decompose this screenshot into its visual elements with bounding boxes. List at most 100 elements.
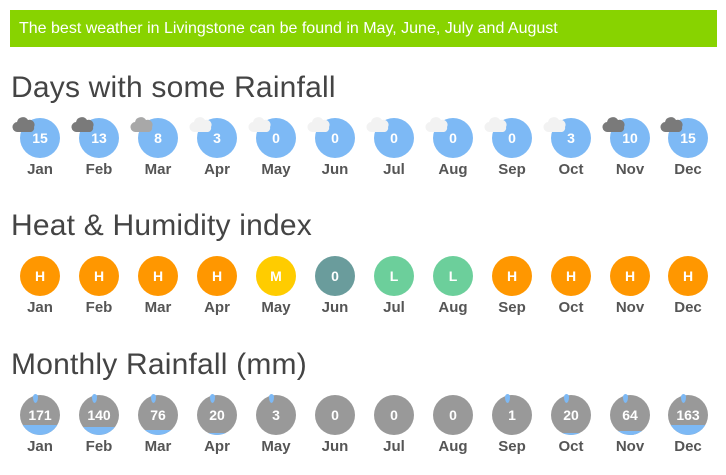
raindrop-icon bbox=[210, 394, 215, 403]
rain-level-fill bbox=[197, 433, 237, 435]
heat-index-circle: H bbox=[20, 256, 60, 296]
cloud-icon bbox=[130, 115, 154, 133]
value-label: 64 bbox=[622, 407, 638, 423]
month-item: 0 Jul bbox=[369, 395, 419, 459]
month-item: 1 Sep bbox=[487, 394, 537, 459]
value-label: H bbox=[682, 268, 694, 284]
value-label: 1 bbox=[508, 407, 516, 423]
value-label: 3 bbox=[567, 130, 575, 146]
month-item: H Jan bbox=[15, 256, 65, 320]
value-label: 15 bbox=[680, 130, 696, 146]
value-label: H bbox=[152, 268, 164, 284]
cloud-icon bbox=[366, 115, 390, 133]
month-label: Aug bbox=[438, 438, 468, 455]
cloud-icon bbox=[307, 115, 331, 133]
month-item: H Nov bbox=[605, 256, 655, 320]
rain-level-fill bbox=[20, 425, 60, 435]
month-label: Jun bbox=[321, 161, 349, 178]
rainfall-mm-circle: 0 bbox=[433, 395, 473, 435]
month-label: May bbox=[261, 299, 291, 316]
rain-level-fill bbox=[551, 433, 591, 435]
value-label: 163 bbox=[676, 407, 700, 423]
raindrop-icon bbox=[33, 394, 38, 403]
rainfall-mm-circle: 0 bbox=[374, 395, 414, 435]
heat-index-circle: H bbox=[492, 256, 532, 296]
value-label: 0 bbox=[449, 407, 457, 423]
value-label: 10 bbox=[622, 130, 638, 146]
value-label: 76 bbox=[150, 407, 166, 423]
month-item: 3 May bbox=[251, 394, 301, 459]
heat-index-circle: H bbox=[551, 256, 591, 296]
rainfall-mm-circle: 163 bbox=[668, 395, 708, 435]
raindrop-icon bbox=[92, 394, 97, 403]
value-label: H bbox=[624, 268, 636, 284]
rainfall-days-title: Days with some Rainfall bbox=[11, 71, 336, 104]
month-label: Feb bbox=[85, 438, 113, 455]
month-label: Oct bbox=[558, 299, 584, 316]
month-item: L Jul bbox=[369, 256, 419, 320]
value-label: L bbox=[448, 268, 458, 284]
month-label: Apr bbox=[204, 438, 230, 455]
value-label: 20 bbox=[563, 407, 579, 423]
rain-days-circle: 10 bbox=[610, 118, 650, 158]
cloud-icon bbox=[484, 115, 508, 133]
month-label: Apr bbox=[204, 161, 230, 178]
month-item: H Sep bbox=[487, 256, 537, 320]
month-label: Dec bbox=[674, 161, 702, 178]
rainfall-mm-circle: 76 bbox=[138, 395, 178, 435]
value-label: 140 bbox=[87, 407, 111, 423]
month-label: Apr bbox=[204, 299, 230, 316]
month-item: 163 Dec bbox=[663, 394, 713, 459]
month-item: 64 Nov bbox=[605, 394, 655, 459]
month-item: 20 Apr bbox=[192, 394, 242, 459]
cloud-icon bbox=[425, 115, 449, 133]
cloud-icon bbox=[660, 115, 684, 133]
monthly-rainfall-row: 171 Jan 140 Feb 76 Mar 20 Apr 3 May 0 Jun 0 Jul 0 Aug 1 S… bbox=[0, 394, 726, 459]
value-label: H bbox=[506, 268, 518, 284]
monthly-rainfall-title: Monthly Rainfall (mm) bbox=[11, 348, 307, 381]
heat-index-circle: H bbox=[610, 256, 650, 296]
month-label: Feb bbox=[85, 299, 113, 316]
month-item: 10 Nov bbox=[602, 115, 655, 182]
month-label: Oct bbox=[558, 438, 584, 455]
raindrop-icon bbox=[564, 394, 569, 403]
heat-index-circle: H bbox=[138, 256, 178, 296]
raindrop-icon bbox=[623, 394, 628, 403]
heat-index-circle: H bbox=[79, 256, 119, 296]
rain-level-fill bbox=[79, 427, 119, 435]
rain-level-fill bbox=[668, 425, 708, 435]
value-label: 0 bbox=[449, 130, 457, 146]
month-label: Sep bbox=[498, 299, 526, 316]
heat-index-circle: H bbox=[197, 256, 237, 296]
month-item: 20 Oct bbox=[546, 394, 596, 459]
raindrop-icon bbox=[151, 394, 156, 403]
heat-index-circle: 0 bbox=[315, 256, 355, 296]
rainfall-mm-circle: 140 bbox=[79, 395, 119, 435]
value-label: H bbox=[565, 268, 577, 284]
cloud-icon bbox=[602, 115, 626, 133]
month-item: 0 Aug bbox=[428, 395, 478, 459]
month-item: 0 Sep bbox=[484, 115, 537, 182]
value-label: 13 bbox=[91, 130, 107, 146]
month-item: H Dec bbox=[663, 256, 713, 320]
month-label: Dec bbox=[674, 438, 702, 455]
value-label: 0 bbox=[331, 407, 339, 423]
rain-level-fill bbox=[610, 431, 650, 435]
month-item: H Mar bbox=[133, 256, 183, 320]
value-label: 15 bbox=[32, 130, 48, 146]
rainfall-mm-circle: 20 bbox=[197, 395, 237, 435]
month-label: Sep bbox=[498, 438, 526, 455]
month-label: Jan bbox=[27, 161, 53, 178]
month-label: Jul bbox=[383, 161, 405, 178]
value-label: H bbox=[34, 268, 46, 284]
value-label: 171 bbox=[28, 407, 52, 423]
month-item: 15 Dec bbox=[660, 115, 713, 182]
month-item: 13 Feb bbox=[71, 117, 124, 182]
value-label: H bbox=[211, 268, 223, 284]
value-label: 8 bbox=[154, 130, 162, 146]
rainfall-mm-circle: 171 bbox=[20, 395, 60, 435]
month-item: 8 Mar bbox=[130, 115, 183, 182]
month-label: Mar bbox=[144, 438, 172, 455]
rainfall-days-row: 15 Jan 13 Feb 8 Mar 3 Apr 0 May 0 Jun 0 Jul 0 Aug 0 Sep 3 O… bbox=[0, 115, 726, 182]
month-label: Dec bbox=[674, 299, 702, 316]
